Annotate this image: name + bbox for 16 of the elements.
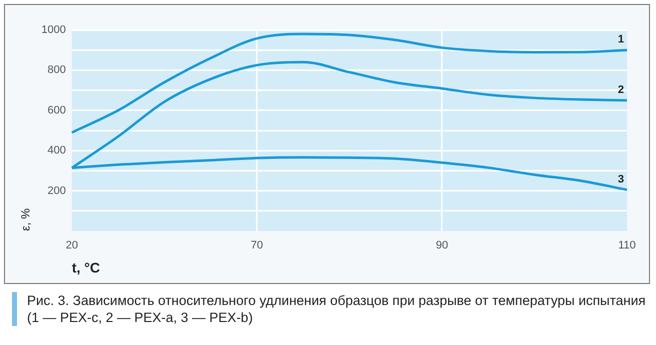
x-tick-label: 70 bbox=[250, 240, 264, 252]
y-tick-label: 800 bbox=[48, 64, 66, 76]
text: Рис. 3. Зависимость относительного удлинения образцов при разрыве от температуры испытания (1 — PEX-c, 2 — PEX-a, 3 — PEX-b) bbox=[12, 292, 656, 326]
y-tick-label: 400 bbox=[48, 144, 66, 157]
y-tick-label: 1000 bbox=[41, 24, 66, 36]
y-tick-label: 600 bbox=[48, 104, 66, 116]
x-tick-label: 20 bbox=[66, 240, 78, 252]
annotation: 1 bbox=[618, 34, 624, 46]
y-axis-title: ε, % bbox=[18, 208, 33, 231]
x-axis-title: t, °C bbox=[72, 259, 100, 276]
line-series bbox=[70, 32, 628, 134]
annotation: 2 bbox=[618, 84, 624, 96]
annotation: 3 bbox=[618, 173, 624, 186]
x-tick-label: 110 bbox=[618, 240, 636, 252]
y-tick-label: 200 bbox=[48, 184, 66, 197]
x-tick-label: 90 bbox=[436, 240, 448, 252]
